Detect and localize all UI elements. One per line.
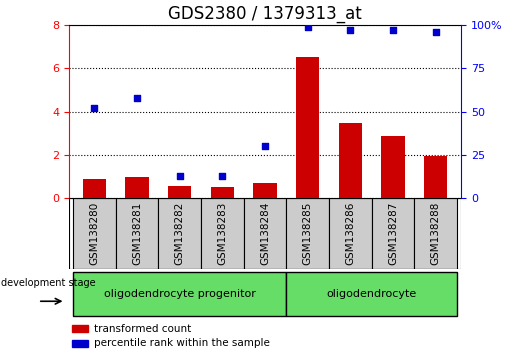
- Point: [90, 105, 99, 111]
- Bar: [201, 198, 244, 269]
- Point: [303, 24, 312, 29]
- Bar: [126, 177, 149, 198]
- Bar: [244, 198, 286, 269]
- Bar: [296, 57, 320, 198]
- Bar: [286, 198, 329, 269]
- Bar: [329, 198, 372, 269]
- Text: GSM138282: GSM138282: [175, 202, 185, 266]
- Bar: [424, 156, 447, 198]
- Bar: [116, 198, 158, 269]
- Bar: [83, 179, 106, 198]
- Text: GSM138284: GSM138284: [260, 202, 270, 266]
- Point: [431, 29, 440, 35]
- Point: [388, 27, 397, 33]
- Bar: [286, 272, 457, 316]
- Point: [175, 173, 184, 178]
- Text: GSM138288: GSM138288: [430, 202, 440, 266]
- Text: percentile rank within the sample: percentile rank within the sample: [94, 338, 270, 348]
- Text: GSM138286: GSM138286: [345, 202, 355, 266]
- Point: [133, 95, 142, 101]
- Bar: [253, 183, 277, 198]
- Title: GDS2380 / 1379313_at: GDS2380 / 1379313_at: [168, 6, 362, 23]
- Text: oligodendrocyte: oligodendrocyte: [326, 289, 417, 299]
- Bar: [72, 325, 88, 332]
- Point: [346, 27, 355, 33]
- Text: GSM138281: GSM138281: [132, 202, 142, 266]
- Bar: [339, 124, 362, 198]
- Point: [261, 143, 269, 149]
- Text: development stage: development stage: [2, 278, 96, 288]
- Text: GSM138287: GSM138287: [388, 202, 398, 266]
- Point: [218, 173, 227, 178]
- Bar: [73, 272, 286, 316]
- Text: GSM138283: GSM138283: [217, 202, 227, 266]
- Bar: [372, 198, 414, 269]
- Text: GSM138285: GSM138285: [303, 202, 313, 266]
- Bar: [414, 198, 457, 269]
- Text: oligodendrocyte progenitor: oligodendrocyte progenitor: [104, 289, 255, 299]
- Text: GSM138280: GSM138280: [90, 202, 100, 265]
- Bar: [381, 136, 404, 198]
- Text: transformed count: transformed count: [94, 324, 191, 333]
- Bar: [168, 186, 191, 198]
- Bar: [73, 198, 116, 269]
- Bar: [210, 187, 234, 198]
- Bar: [72, 340, 88, 347]
- Bar: [158, 198, 201, 269]
